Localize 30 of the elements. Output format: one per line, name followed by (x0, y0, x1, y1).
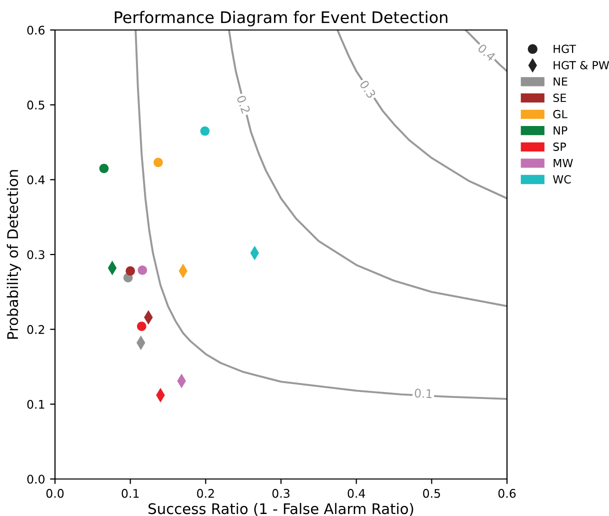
annotation: 0.1 (414, 388, 432, 398)
legend-label: NP (554, 126, 568, 134)
y-axis-title: Probability of Detection (6, 170, 21, 339)
x-tick-label: 0.0 (46, 488, 64, 498)
legend-label: MW (554, 158, 573, 168)
text: HGT (554, 44, 576, 54)
x-tick-label: 0.5 (423, 488, 440, 498)
y-tick-label: 0.4 (27, 175, 45, 184)
y-tick-label: 0.5 (27, 100, 44, 110)
text: HGT & PW (554, 60, 609, 70)
chart-title: Performance Diagram for Event Detection (114, 10, 448, 26)
x-tick-label: 0.1 (122, 488, 139, 498)
y-tick-label: 0.2 (27, 325, 44, 334)
y-tick-label: 0.6 (27, 26, 45, 35)
y-tick-label: 0.1 (27, 400, 44, 409)
legend-label: GL (553, 110, 568, 118)
legend-label: SP (553, 142, 566, 151)
legend-label: SE (553, 94, 566, 102)
x-axis-title: Success Ratio (1 - False Alarm Ratio) (148, 502, 414, 516)
annotation: 0.3 (359, 80, 376, 99)
x-tick-label: 0.6 (498, 488, 516, 498)
annotation: 0.2 (236, 94, 251, 114)
y-tick-label: 0.0 (27, 474, 44, 484)
legend-label: NE (554, 77, 568, 86)
annotation: 0.4 (477, 43, 496, 62)
y-tick-label: 0.3 (27, 250, 44, 260)
x-tick-label: 0.3 (272, 488, 290, 498)
x-tick-label: 0.4 (348, 488, 366, 498)
x-tick-label: 0.2 (197, 488, 214, 498)
legend-label: WC (553, 175, 571, 184)
